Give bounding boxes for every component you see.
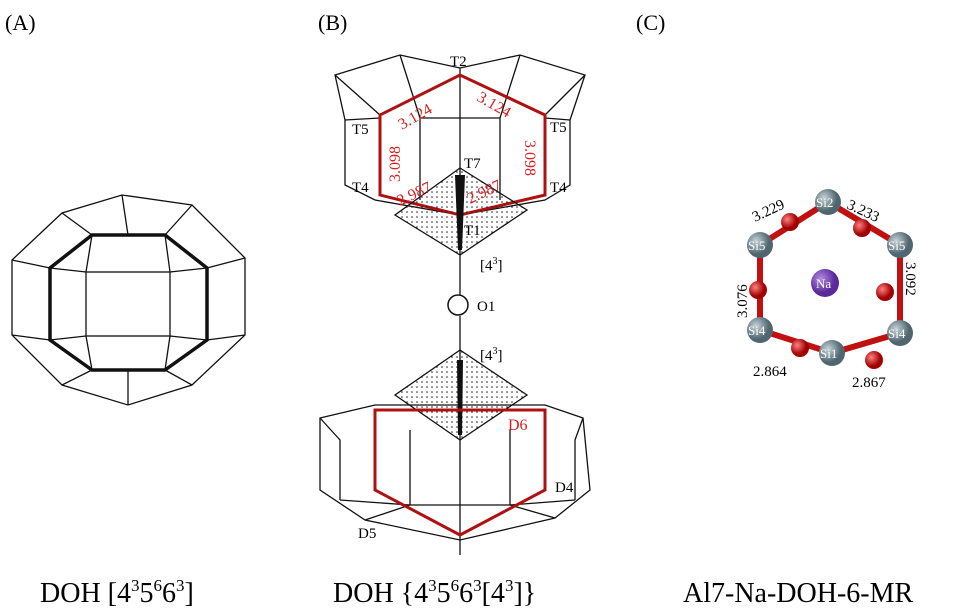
atom-label: Si2 xyxy=(816,195,833,210)
caption: DOH {435663[43]} xyxy=(333,576,536,609)
cage-drawing xyxy=(12,195,245,405)
distance: 3.098 xyxy=(387,146,404,182)
caption: DOH [435663] xyxy=(40,576,194,609)
atom-label: T4 xyxy=(352,180,369,196)
panel-label: (B) xyxy=(318,10,347,35)
caption: Al7-Na-DOH-6-MR xyxy=(683,578,914,609)
distance: 2.867 xyxy=(852,375,886,391)
atom-label: O1 xyxy=(477,299,495,315)
atom-label: D5 xyxy=(358,526,376,542)
atom-label: Si5 xyxy=(888,238,905,253)
panel-label: (A) xyxy=(5,10,36,35)
atom-label: Si4 xyxy=(888,326,906,341)
atom-label: T1 xyxy=(464,223,481,239)
atom-label: D4 xyxy=(555,480,574,496)
atom-label: T5 xyxy=(550,120,567,136)
atom-label: Si5 xyxy=(748,238,765,253)
atom-label: Si4 xyxy=(748,323,766,338)
atom-label: T2 xyxy=(450,54,467,70)
atom-label: T4 xyxy=(550,180,567,196)
distance: 3.098 xyxy=(521,140,538,176)
distance: 2.864 xyxy=(753,364,787,380)
atom-label: Na xyxy=(816,276,831,291)
cage-label: [43] xyxy=(480,346,503,364)
panel-label: (C) xyxy=(636,10,665,35)
atom-label: D6 xyxy=(508,417,528,434)
distance: 3.076 xyxy=(735,284,751,318)
atom-label: T5 xyxy=(352,122,369,138)
figure: (A) DOH [435663] (B) T2 T5 T5 T7 T4 T4 T… xyxy=(0,0,968,615)
cage-label: [43] xyxy=(480,256,503,274)
atom-label: T7 xyxy=(464,156,481,172)
distance: 3.092 xyxy=(902,262,918,296)
atom-label: Si1 xyxy=(820,346,837,361)
